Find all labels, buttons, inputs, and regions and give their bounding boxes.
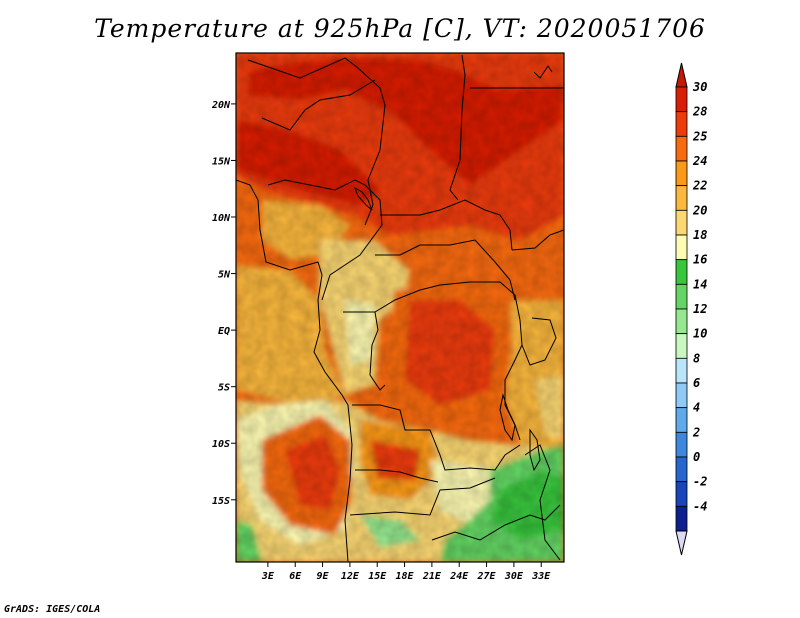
lake-tanganyika xyxy=(499,393,516,442)
border-namibia xyxy=(349,477,496,516)
colorbar-label: 8 xyxy=(693,351,700,365)
colorbar-swatch xyxy=(675,234,688,261)
x-tick-label: 12E xyxy=(341,571,360,582)
border-angola-zambia xyxy=(355,469,439,483)
x-tick-label: 9E xyxy=(317,571,330,582)
border-west-sahara xyxy=(247,57,386,226)
y-tick-label: 10N xyxy=(212,213,231,224)
colorbar-label: 12 xyxy=(693,302,707,316)
x-tick-label: 3E xyxy=(261,571,275,582)
colorbar-swatch xyxy=(675,308,688,335)
colorbar-swatch xyxy=(675,481,688,507)
colorbar-label: 30 xyxy=(692,80,707,94)
colorbar-label: 28 xyxy=(692,105,707,119)
colorbar-label: -4 xyxy=(693,499,707,513)
x-tick-label: 6E xyxy=(289,571,302,582)
y-tick-label: 15S xyxy=(212,496,230,507)
colorbar-label: 0 xyxy=(693,450,700,464)
border-cameroon xyxy=(321,184,383,301)
colorbar-label: 14 xyxy=(693,277,707,291)
border-sudan-ethiopia xyxy=(511,229,564,251)
border-libya-sudan xyxy=(449,54,466,201)
colorbar-label: 20 xyxy=(692,203,707,217)
colorbar-label: 6 xyxy=(693,376,700,390)
map-title: Temperature at 925hPa [C], VT: 202005170… xyxy=(94,14,706,43)
lake-victoria xyxy=(521,317,557,366)
colorbar-label: -2 xyxy=(693,475,707,489)
y-tick-label: 10S xyxy=(212,439,230,450)
x-tick-label: 18E xyxy=(396,571,415,582)
border-chad-sudan xyxy=(380,199,513,251)
colorbar-label: 2 xyxy=(692,425,700,439)
colorbar-swatch xyxy=(675,111,688,137)
x-tick-label: 15E xyxy=(368,571,387,582)
temperature-field xyxy=(236,53,564,562)
y-tick-label: 5S xyxy=(218,383,230,394)
colorbar-top-arrow xyxy=(675,62,688,88)
colorbar-swatch xyxy=(675,407,688,433)
colorbar-swatch xyxy=(675,505,688,532)
border-car xyxy=(375,239,516,301)
grads-credit: GrADS: IGES/COLA xyxy=(4,604,101,615)
x-tick-label: 21E xyxy=(422,571,442,582)
colorbar-swatch xyxy=(675,209,688,236)
colorbar-swatch xyxy=(675,160,688,187)
colorbar-swatch xyxy=(675,431,688,458)
red-sea-coast xyxy=(533,65,553,79)
x-tick-label: 27E xyxy=(477,571,497,582)
border-angola-drc xyxy=(352,404,521,471)
colorbar-label: 4 xyxy=(693,401,700,415)
coastlines-borders xyxy=(236,54,564,562)
colorbar-swatch xyxy=(675,283,688,310)
y-tick-label: EQ xyxy=(218,326,230,337)
y-tick-label: 20N xyxy=(211,100,231,111)
west-coastline xyxy=(236,179,353,562)
x-tick-label: 24E xyxy=(449,571,469,582)
x-tick-label: 30E xyxy=(504,571,524,582)
lake-malawi xyxy=(529,428,541,472)
y-tick-label: 15N xyxy=(212,156,231,167)
x-tick-label: 33E xyxy=(531,571,551,582)
colorbar-label: 24 xyxy=(692,154,707,168)
colorbar-label: 16 xyxy=(693,253,707,267)
colorbar-bottom-arrow xyxy=(675,530,688,556)
colorbar-swatch xyxy=(675,185,688,211)
border-nigeria-north xyxy=(267,179,366,191)
map-frame xyxy=(235,52,565,563)
colorbar-swatch xyxy=(675,86,688,113)
colorbar-swatch xyxy=(675,456,688,483)
x-axis-ticks: 3E 6E 9E 12E 15E 18E 21E 24E 27E 30E 33E xyxy=(261,562,551,582)
colorbar-label: 25 xyxy=(692,129,707,143)
border-botswana-zimbabwe xyxy=(431,504,561,541)
field-texture xyxy=(236,53,564,562)
colorbar-label: 10 xyxy=(693,327,707,341)
border-mali-niger xyxy=(261,79,376,131)
colorbar-label: 22 xyxy=(692,179,707,193)
lake-chad xyxy=(354,186,373,211)
colorbar-swatch xyxy=(675,333,688,359)
y-axis-ticks: 20N 15N 10N 5N EQ 5S 10S 15S xyxy=(211,100,236,507)
colorbar-swatch xyxy=(675,259,688,285)
colorbar-swatch xyxy=(675,357,688,384)
y-tick-label: 5N xyxy=(218,270,231,281)
colorbar-label: 18 xyxy=(693,228,707,242)
colorbar-swatch xyxy=(675,382,688,409)
border-congo-north xyxy=(374,281,521,321)
colorbar-swatch xyxy=(675,135,688,162)
